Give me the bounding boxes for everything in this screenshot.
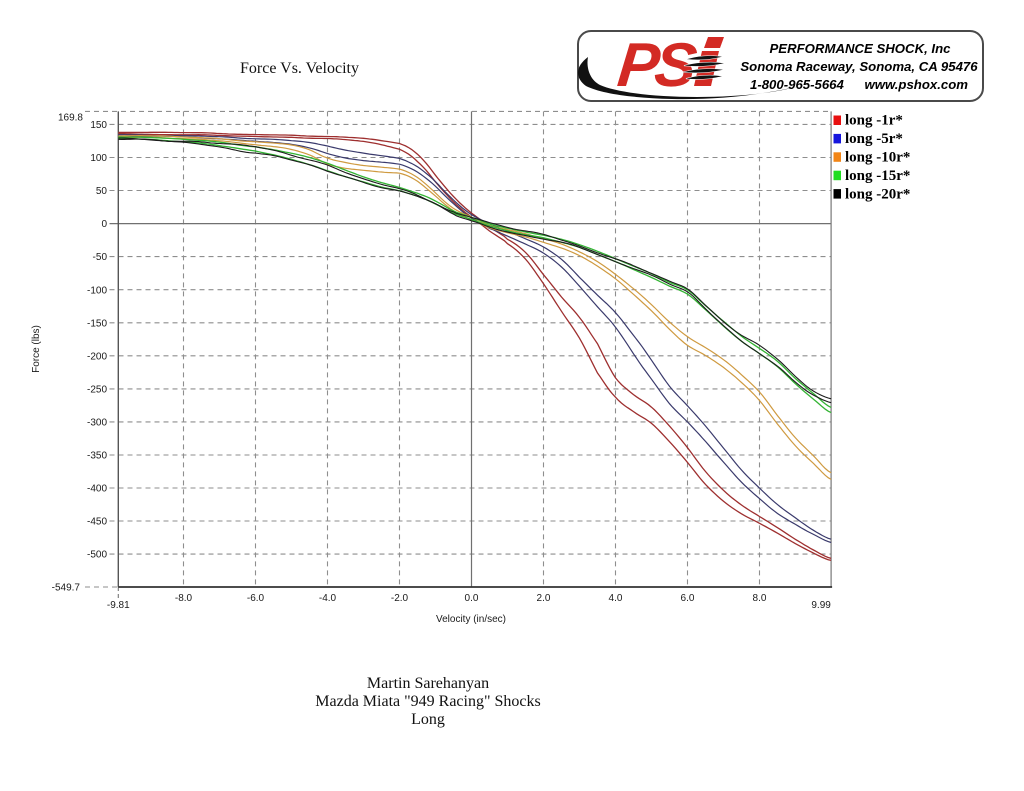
svg-text:169.8: 169.8 <box>58 112 83 123</box>
svg-text:long -15r*: long -15r* <box>845 168 910 184</box>
svg-text:4.0: 4.0 <box>609 593 623 604</box>
svg-text:Force Vs. Velocity: Force Vs. Velocity <box>240 60 359 77</box>
svg-text:6.0: 6.0 <box>681 593 695 604</box>
svg-text:Sonoma Raceway, Sonoma, CA 954: Sonoma Raceway, Sonoma, CA 95476 <box>740 59 978 74</box>
svg-text:PERFORMANCE SHOCK, Inc: PERFORMANCE SHOCK, Inc <box>770 41 952 56</box>
svg-text:-4.0: -4.0 <box>319 593 337 604</box>
svg-text:-200: -200 <box>87 351 107 362</box>
svg-text:Velocity (in/sec): Velocity (in/sec) <box>436 614 506 625</box>
svg-text:8.0: 8.0 <box>753 593 767 604</box>
svg-text:0.0: 0.0 <box>465 593 479 604</box>
svg-text:-6.0: -6.0 <box>247 593 265 604</box>
svg-text:-2.0: -2.0 <box>391 593 409 604</box>
svg-text:-400: -400 <box>87 484 107 495</box>
svg-text:-549.7: -549.7 <box>52 583 81 594</box>
svg-text:long -1r*: long -1r* <box>845 113 903 129</box>
svg-text:long -5r*: long -5r* <box>845 131 903 147</box>
svg-text:-300: -300 <box>87 418 107 429</box>
svg-text:-500: -500 <box>87 550 107 561</box>
svg-text:-450: -450 <box>87 517 107 528</box>
svg-text:100: 100 <box>90 153 107 164</box>
svg-text:-100: -100 <box>87 285 107 296</box>
svg-text:0: 0 <box>101 219 107 230</box>
svg-text:-350: -350 <box>87 451 107 462</box>
svg-text:-9.81: -9.81 <box>107 600 130 611</box>
svg-text:Martin Sarehanyan: Martin Sarehanyan <box>367 675 489 692</box>
svg-text:-50: -50 <box>93 252 108 263</box>
svg-text:www.pshox.com: www.pshox.com <box>864 77 968 92</box>
svg-text:150: 150 <box>90 120 107 131</box>
svg-text:50: 50 <box>96 186 108 197</box>
svg-text:1-800-965-5664: 1-800-965-5664 <box>750 77 845 92</box>
svg-text:long -10r*: long -10r* <box>845 150 910 166</box>
svg-text:-8.0: -8.0 <box>175 593 193 604</box>
svg-text:Long: Long <box>411 711 445 728</box>
svg-text:-250: -250 <box>87 385 107 396</box>
svg-text:long -20r*: long -20r* <box>845 186 910 202</box>
svg-text:Mazda Miata "949 Racing" Shock: Mazda Miata "949 Racing" Shocks <box>315 693 540 710</box>
svg-text:Force (lbs): Force (lbs) <box>31 325 42 373</box>
svg-text:-150: -150 <box>87 318 107 329</box>
svg-text:9.99: 9.99 <box>811 600 831 611</box>
svg-text:2.0: 2.0 <box>537 593 551 604</box>
